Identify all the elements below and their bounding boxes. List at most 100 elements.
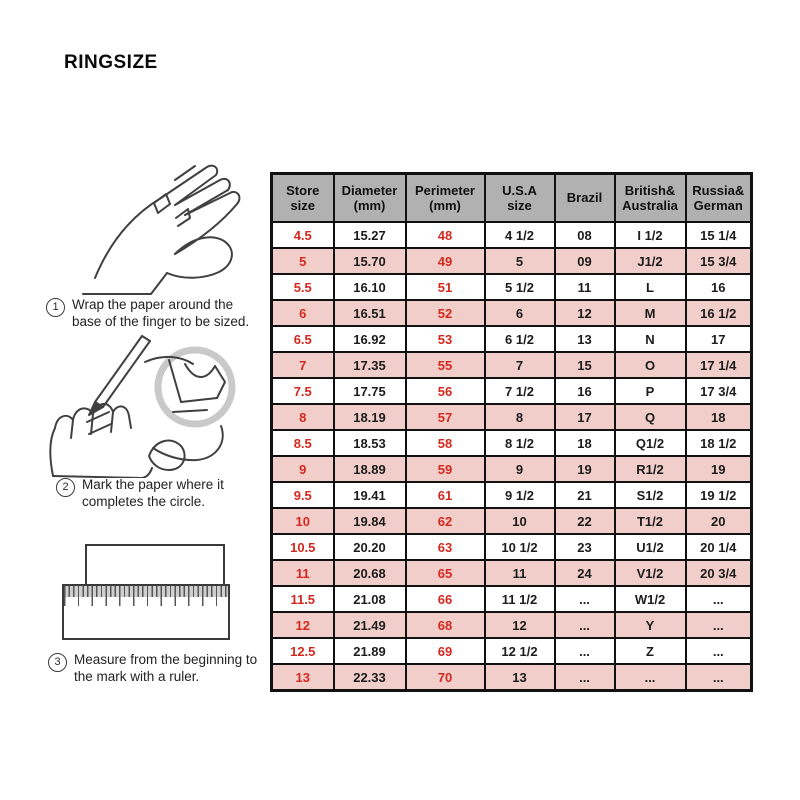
table-row: 12.5 21.89 69 12 1/2... Z... [270,637,753,665]
table-cell: 7 [270,351,335,379]
table-cell: ... [553,611,616,639]
table-cell: 20 3/4 [684,559,753,587]
table-cell: 18.53 [332,429,407,457]
table-cell: 8 [483,403,556,431]
table-cell: 10 1/2 [483,533,556,561]
table-row: 10.5 20.20 63 10 1/2 23 U1/2 20 1/4 [270,533,753,561]
table-cell: 18 1/2 [684,429,753,457]
table-cell: 57 [404,403,486,431]
table-cell: 10.5 [270,533,335,561]
column-header: U.S.A size [483,172,556,223]
table-row: 11 20.68 65 11 24 V1/2 20 3/4 [270,559,753,587]
table-cell: 18.19 [332,403,407,431]
table-cell: 12 1/2 [483,637,556,665]
table-cell: 16 [553,377,616,405]
ruler-ticks-dense [64,586,228,597]
table-cell: 59 [404,455,486,483]
table-cell: 19.84 [332,507,407,535]
table-cell: 17 3/4 [684,377,753,405]
table-cell: 7.5 [270,377,335,405]
table-cell: 21.08 [332,585,407,613]
table-cell: 9 [483,455,556,483]
table-cell: 65 [404,559,486,587]
table-cell: 22.33 [332,663,407,692]
table-cell: 15.27 [332,221,407,249]
table-header-row: Store size Diameter (mm) Perimeter (mm) U.S… [270,172,753,223]
table-cell: 19 1/2 [684,481,753,509]
table-cell: 9 1/2 [483,481,556,509]
table-cell: 21.49 [332,611,407,639]
table-row: 5 15.70 49 5 09 J1/2 15 3/4 [270,247,753,275]
table-cell: I 1/2 [613,221,687,249]
step-1: 1 Wrap the paper around the base of the … [46,297,249,331]
page-title: RINGSIZE [64,52,158,73]
table-cell: L [613,273,687,301]
table-cell: 6 1/2 [483,325,556,353]
table-cell: 70 [404,663,486,692]
table-cell: 13 [553,325,616,353]
table-cell: 15.70 [332,247,407,275]
table-cell: 11 [553,273,616,301]
table-cell: 17.35 [332,351,407,379]
table-cell: N [613,325,687,353]
table-cell: 49 [404,247,486,275]
table-cell: 10 [483,507,556,535]
ring-size-table: Store size Diameter (mm) Perimeter (mm) U.S… [270,172,753,692]
table-cell: 23 [553,533,616,561]
table-cell: 19 [684,455,753,483]
table-cell: 5 [483,247,556,275]
column-header: Russia& German [684,172,753,223]
hand-marking-paper-icon [49,335,236,478]
table-cell: 18 [684,403,753,431]
table-cell: 53 [404,325,486,353]
table-cell: 20.68 [332,559,407,587]
table-cell: 20 [684,507,753,535]
table-cell: 4.5 [270,221,335,249]
table-cell: 62 [404,507,486,535]
ruler-icon [62,584,230,640]
table-cell: 17 [553,403,616,431]
step-3: 3 Measure from the beginning to the mark… [48,652,257,686]
table-cell: ... [684,585,753,613]
table-cell: 8.5 [270,429,335,457]
column-header: Store size [270,172,335,223]
table-cell: 18 [553,429,616,457]
table-cell: 66 [404,585,486,613]
table-cell: 9.5 [270,481,335,509]
table-cell: 11 1/2 [483,585,556,613]
table-cell: O [613,351,687,379]
table-cell: 52 [404,299,486,327]
table-cell: 10 [270,507,335,535]
ruler-ticks-long [64,597,228,606]
paper-strip-icon [85,544,225,588]
table-cell: ... [684,611,753,639]
table-cell: 6 [270,299,335,327]
table-body: 4.5 15.27 48 4 1/2 08 I 1/2 15 1/4 5 15.70 49 5 09 J… [270,221,753,692]
step-2-text: Mark the paper where it completes the ci… [82,477,224,509]
step-1-text: Wrap the paper around the base of the fi… [72,297,250,329]
hand-with-paper-strip-icon [82,164,241,295]
table-cell: V1/2 [613,559,687,587]
table-row: 10 19.84 62 10 22 T1/2 20 [270,507,753,535]
step-2-number: 2 [56,478,75,497]
table-cell: 4 1/2 [483,221,556,249]
table-cell: M [613,299,687,327]
table-cell: Q1/2 [613,429,687,457]
table-cell: 5.5 [270,273,335,301]
table-cell: ... [684,663,753,692]
column-header: Diameter (mm) [332,172,407,223]
table-cell: 09 [553,247,616,275]
table-cell: 18.89 [332,455,407,483]
table-cell: ... [684,637,753,665]
table-cell: 11 [483,559,556,587]
table-cell: S1/2 [613,481,687,509]
table-cell: 13 [483,663,556,692]
table-cell: 55 [404,351,486,379]
table-cell: 16.92 [332,325,407,353]
table-cell: 24 [553,559,616,587]
table-cell: 20.20 [332,533,407,561]
table-cell: 13 [270,663,335,692]
table-cell: 58 [404,429,486,457]
table-cell: 15 [553,351,616,379]
